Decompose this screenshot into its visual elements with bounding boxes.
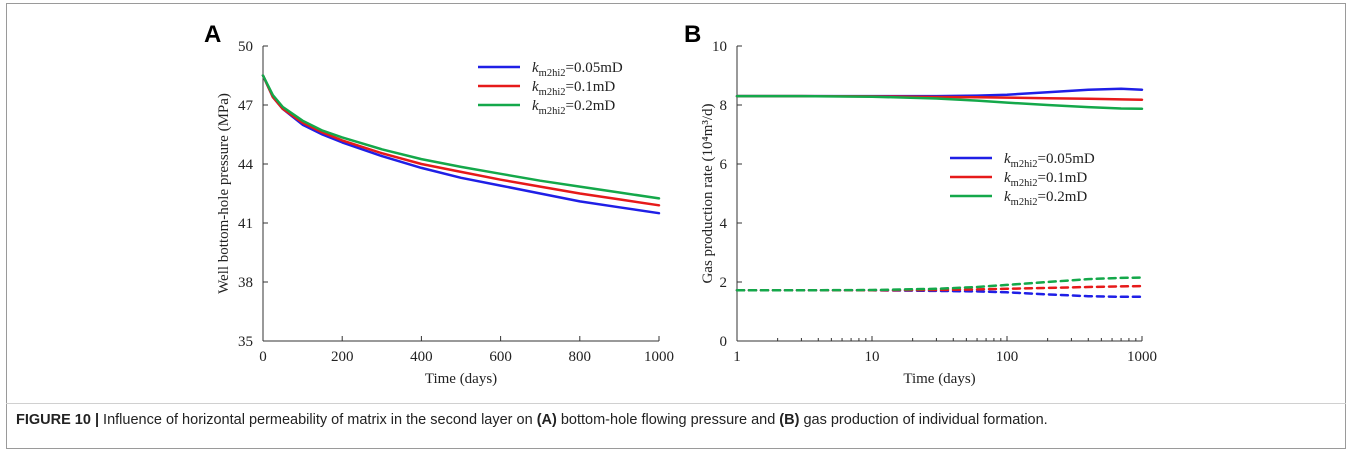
caption-label: FIGURE 10 | — [16, 412, 100, 428]
panel-b-y-tick-label: 0 — [720, 334, 728, 350]
caption-text-2: bottom-hole flowing pressure and — [556, 412, 780, 428]
panel-a-y-tick-label: 38 — [238, 275, 253, 291]
panel-b-series-green-solid-line — [735, 94, 1144, 111]
panel-a-x-tick-label: 400 — [410, 349, 433, 365]
panel-a-y-tick-label: 50 — [238, 39, 253, 55]
panel-b-y-tick-label: 6 — [720, 157, 728, 173]
panel-a-x-tick-label: 200 — [331, 349, 354, 365]
caption-divider — [6, 403, 1346, 404]
panel-b-letter: B — [684, 21, 701, 48]
panel-b-series-green-dashed-line — [735, 276, 1144, 292]
panel-a-x-tick-label: 0 — [259, 349, 267, 365]
panel-a-series-red-solid-line — [261, 74, 661, 207]
panel-b-x-tick-label: 100 — [996, 349, 1019, 365]
panel-b-legend-label-green: km2hi2=0.2mD — [1004, 189, 1087, 208]
panel-b-legend-label-blue: km2hi2=0.05mD — [1004, 151, 1095, 170]
panel-a-y-tick-label: 35 — [238, 334, 253, 350]
panel-b-x-tick-label: 1000 — [1127, 349, 1157, 365]
panel-a-letter: A — [204, 21, 221, 48]
figure-frame — [6, 3, 1346, 449]
panel-a-y-axis-label: Well bottom-hole pressure (MPa) — [216, 93, 232, 294]
figure-caption: FIGURE 10 | Influence of horizontal perm… — [16, 412, 1336, 428]
panel-b-x-tick-label: 1 — [733, 349, 741, 365]
panel-a-legend-label-red: km2hi2=0.1mD — [532, 79, 615, 98]
panel-a-x-tick-label: 800 — [569, 349, 592, 365]
panel-b-x-axis-label: Time (days) — [903, 371, 975, 387]
panel-b-x-tick-label: 10 — [865, 349, 880, 365]
panel-b-y-tick-label: 2 — [720, 275, 728, 291]
panel-b-y-tick-label: 10 — [712, 39, 727, 55]
panel-a-y-tick-label: 44 — [238, 157, 254, 173]
panel-a-series-green-solid-line — [261, 74, 661, 200]
caption-text-1: Influence of horizontal permeability of … — [99, 412, 537, 428]
caption-panel-a-ref: (A) — [536, 412, 557, 428]
panel-a-x-axis-label: Time (days) — [425, 371, 497, 387]
caption-panel-b-ref: (B) — [779, 412, 800, 428]
panel-a-y-tick-label: 41 — [238, 216, 253, 232]
panel-a-x-tick-label: 600 — [489, 349, 512, 365]
panel-a-series-blue-solid-line — [261, 74, 661, 215]
panel-b-y-tick-label: 8 — [720, 98, 728, 114]
panel-a-legend-label-blue: km2hi2=0.05mD — [532, 60, 623, 79]
panel-a-legend-label-green: km2hi2=0.2mD — [532, 98, 615, 117]
panel-b-legend-label-red: km2hi2=0.1mD — [1004, 170, 1087, 189]
panel-b-y-tick-label: 4 — [720, 216, 728, 232]
panel-b-y-axis-label: Gas production rate (10⁴m³/d) — [700, 103, 716, 283]
caption-text-3: gas production of individual formation. — [799, 412, 1048, 428]
panel-a-y-tick-label: 47 — [238, 98, 254, 114]
panel-a-x-tick-label: 1000 — [644, 349, 674, 365]
